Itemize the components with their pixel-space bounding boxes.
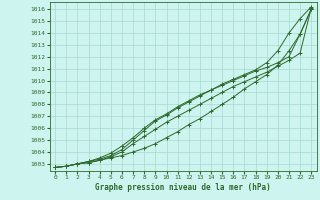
X-axis label: Graphe pression niveau de la mer (hPa): Graphe pression niveau de la mer (hPa) bbox=[95, 183, 271, 192]
